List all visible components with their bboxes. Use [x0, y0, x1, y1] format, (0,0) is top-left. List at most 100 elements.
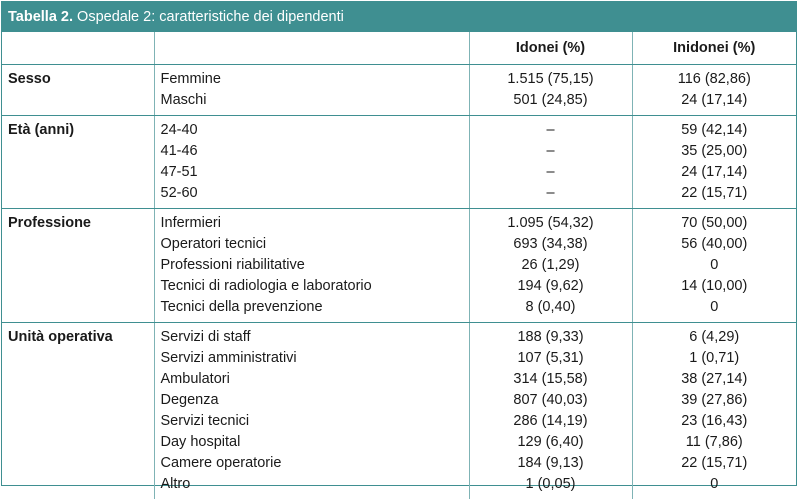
group-label	[2, 411, 154, 432]
row-label: Servizi di staff	[154, 323, 469, 349]
group-label	[2, 453, 154, 474]
row-label: Day hospital	[154, 432, 469, 453]
idonei-value: 184 (9,13)	[469, 453, 632, 474]
idonei-value: 693 (34,38)	[469, 234, 632, 255]
idonei-value: 26 (1,29)	[469, 255, 632, 276]
idonei-value: 1 (0,05)	[469, 474, 632, 499]
group-label	[2, 255, 154, 276]
inidonei-value: 6 (4,29)	[632, 323, 796, 349]
group-label	[2, 390, 154, 411]
row-label: Servizi tecnici	[154, 411, 469, 432]
idonei-value: –	[469, 183, 632, 209]
idonei-value: 194 (9,62)	[469, 276, 632, 297]
idonei-value: 8 (0,40)	[469, 297, 632, 323]
header-group	[2, 32, 154, 65]
idonei-value: –	[469, 116, 632, 142]
row-label: Ambulatori	[154, 369, 469, 390]
inidonei-value: 24 (17,14)	[632, 162, 796, 183]
row-label: Professioni riabilitative	[154, 255, 469, 276]
group-label	[2, 141, 154, 162]
table-title: Tabella 2. Ospedale 2: caratteristiche d…	[2, 2, 796, 32]
inidonei-value: 38 (27,14)	[632, 369, 796, 390]
row-label: Altro	[154, 474, 469, 499]
row-label: Femmine	[154, 65, 469, 91]
row-label: Degenza	[154, 390, 469, 411]
group-label	[2, 276, 154, 297]
group-label	[2, 369, 154, 390]
group-label	[2, 432, 154, 453]
group-label: Unità operativa	[2, 323, 154, 349]
inidonei-value: 116 (82,86)	[632, 65, 796, 91]
row-label: 41-46	[154, 141, 469, 162]
group-label	[2, 234, 154, 255]
inidonei-value: 14 (10,00)	[632, 276, 796, 297]
idonei-value: 188 (9,33)	[469, 323, 632, 349]
group-label	[2, 162, 154, 183]
group-label: Sesso	[2, 65, 154, 91]
inidonei-value: 35 (25,00)	[632, 141, 796, 162]
table-number: Tabella 2.	[8, 9, 73, 25]
idonei-value: –	[469, 141, 632, 162]
idonei-value: –	[469, 162, 632, 183]
row-label: 47-51	[154, 162, 469, 183]
idonei-value: 286 (14,19)	[469, 411, 632, 432]
header-item	[154, 32, 469, 65]
header-idonei: Idonei (%)	[469, 32, 632, 65]
row-label: Maschi	[154, 90, 469, 116]
row-label: 52-60	[154, 183, 469, 209]
inidonei-value: 39 (27,86)	[632, 390, 796, 411]
group-label: Età (anni)	[2, 116, 154, 142]
inidonei-value: 1 (0,71)	[632, 348, 796, 369]
row-label: 24-40	[154, 116, 469, 142]
row-label: Infermieri	[154, 209, 469, 235]
table-caption: Ospedale 2: caratteristiche dei dipenden…	[73, 9, 344, 25]
inidonei-value: 11 (7,86)	[632, 432, 796, 453]
table-row: 41-46–35 (25,00)	[2, 141, 796, 162]
idonei-value: 314 (15,58)	[469, 369, 632, 390]
row-label: Tecnici della prevenzione	[154, 297, 469, 323]
idonei-value: 107 (5,31)	[469, 348, 632, 369]
inidonei-value: 22 (15,71)	[632, 453, 796, 474]
row-label: Operatori tecnici	[154, 234, 469, 255]
row-label: Tecnici di radiologia e laboratorio	[154, 276, 469, 297]
inidonei-value: 0	[632, 474, 796, 499]
inidonei-value: 0	[632, 297, 796, 323]
inidonei-value: 56 (40,00)	[632, 234, 796, 255]
row-label: Camere operatorie	[154, 453, 469, 474]
group-label	[2, 297, 154, 323]
inidonei-value: 59 (42,14)	[632, 116, 796, 142]
header-row: Idonei (%) Inidonei (%)	[2, 32, 796, 65]
idonei-value: 807 (40,03)	[469, 390, 632, 411]
inidonei-value: 22 (15,71)	[632, 183, 796, 209]
group-label	[2, 183, 154, 209]
inidonei-value: 0	[632, 255, 796, 276]
inidonei-value: 23 (16,43)	[632, 411, 796, 432]
idonei-value: 1.515 (75,15)	[469, 65, 632, 91]
group-label: Professione	[2, 209, 154, 235]
inidonei-value: 70 (50,00)	[632, 209, 796, 235]
header-inidonei: Inidonei (%)	[632, 32, 796, 65]
table-row: 47-51–24 (17,14)	[2, 162, 796, 183]
inidonei-value: 24 (17,14)	[632, 90, 796, 116]
idonei-value: 1.095 (54,32)	[469, 209, 632, 235]
table-frame: Tabella 2. Ospedale 2: caratteristiche d…	[1, 1, 797, 486]
table-row: 52-60–22 (15,71)	[2, 183, 796, 209]
group-label	[2, 348, 154, 369]
group-label	[2, 90, 154, 116]
group-label	[2, 474, 154, 499]
